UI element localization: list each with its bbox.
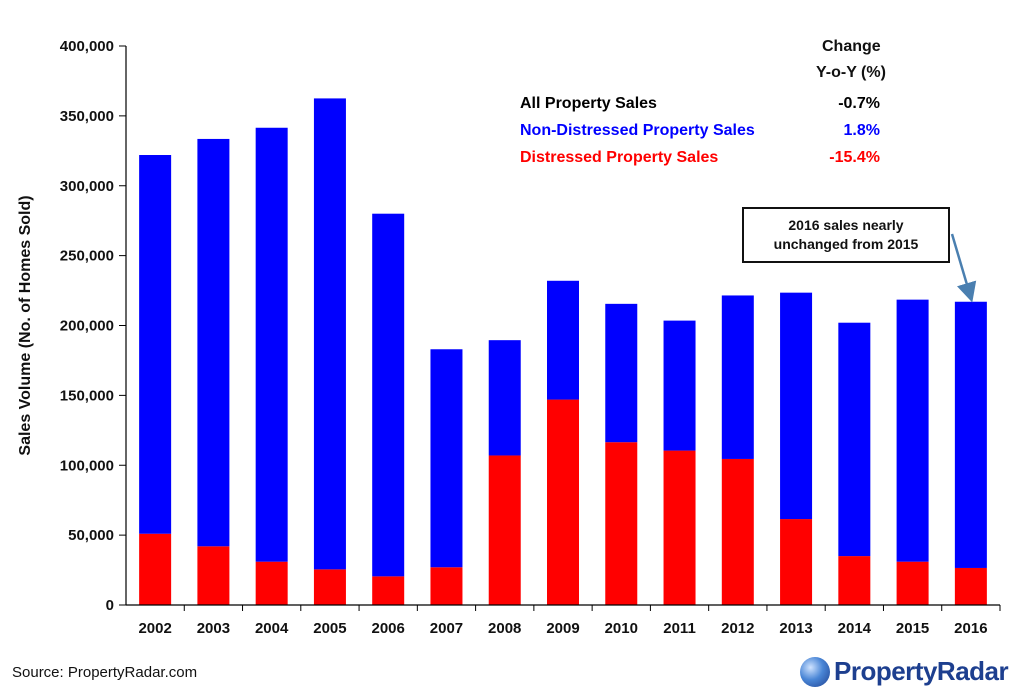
bar-distressed: [838, 556, 871, 605]
x-tick-label: 2003: [197, 620, 230, 637]
bar-distressed: [488, 455, 521, 605]
bar-non-distressed: [896, 299, 929, 562]
legend-value: -0.7%: [838, 95, 880, 112]
bar-distressed: [255, 561, 288, 605]
x-tick-label: 2014: [838, 620, 872, 637]
x-tick-label: 2007: [430, 620, 463, 637]
y-tick-label: 0: [106, 597, 114, 614]
bar-non-distressed: [430, 349, 463, 568]
bar-non-distressed: [605, 303, 638, 443]
bar-non-distressed: [197, 138, 230, 547]
annotation-callout: 2016 sales nearly unchanged from 2015: [742, 207, 950, 263]
x-tick-label: 2009: [546, 620, 579, 637]
bar-distressed: [430, 567, 463, 605]
brand-logo: PropertyRadar: [800, 656, 1009, 687]
x-tick-label: 2004: [255, 620, 289, 637]
bar-non-distressed: [488, 340, 521, 456]
y-tick-label: 300,000: [60, 178, 114, 195]
y-tick-label: 200,000: [60, 318, 114, 335]
x-tick-label: 2013: [779, 620, 812, 637]
annotation-line-1: 2016 sales nearly: [788, 217, 904, 233]
x-tick-label: 2011: [663, 620, 696, 637]
bar-non-distressed: [372, 213, 405, 577]
legend-label: All Property Sales: [520, 95, 657, 112]
bar-non-distressed: [721, 295, 754, 459]
y-tick-label: 350,000: [60, 108, 114, 125]
y-tick-label: 250,000: [60, 248, 114, 265]
x-tick-label: 2010: [605, 620, 638, 637]
legend-header-yoy: Y-o-Y (%): [816, 64, 886, 81]
bar-distressed: [721, 458, 754, 605]
bar-non-distressed: [663, 320, 696, 451]
x-tick-label: 2005: [313, 620, 346, 637]
bar-distressed: [896, 561, 929, 605]
legend-label: Distressed Property Sales: [520, 149, 718, 166]
bar-non-distressed: [780, 292, 813, 520]
bar-non-distressed: [547, 280, 579, 400]
bar-distressed: [372, 576, 405, 605]
x-tick-label: 2016: [954, 620, 987, 637]
bar-distressed: [605, 442, 638, 605]
bar-distressed: [780, 519, 813, 605]
y-tick-label: 150,000: [60, 387, 114, 404]
legend-header-change: Change: [822, 38, 881, 55]
annotation-line-2: unchanged from 2015: [773, 236, 919, 252]
y-tick-label: 50,000: [68, 527, 114, 544]
bar-non-distressed: [255, 127, 288, 562]
bar-non-distressed: [838, 322, 871, 557]
legend-value: -15.4%: [829, 149, 880, 166]
x-tick-label: 2002: [138, 620, 171, 637]
legend-value: 1.8%: [844, 122, 880, 139]
brand-name: PropertyRadar: [834, 656, 1009, 686]
legend-label: Non-Distressed Property Sales: [520, 122, 755, 139]
bar-non-distressed: [313, 98, 346, 570]
bar-distressed: [139, 533, 172, 605]
x-tick-label: 2012: [721, 620, 754, 637]
bar-distressed: [313, 569, 346, 605]
y-tick-label: 100,000: [60, 457, 114, 474]
bar-non-distressed: [954, 301, 987, 568]
x-tick-label: 2015: [896, 620, 929, 637]
x-tick-label: 2006: [372, 620, 405, 637]
annotation-arrow: [950, 233, 977, 303]
bar-non-distressed: [139, 155, 172, 534]
globe-icon: [800, 656, 830, 687]
x-tick-label: 2008: [488, 620, 521, 637]
bar-distressed: [954, 567, 987, 605]
bar-distressed: [663, 450, 696, 605]
bar-distressed: [197, 546, 230, 605]
y-tick-label: 400,000: [60, 38, 114, 55]
bar-distressed: [547, 399, 579, 605]
y-axis-label: Sales Volume (No. of Homes Sold): [17, 195, 34, 455]
source-text: Source: PropertyRadar.com: [12, 664, 198, 681]
